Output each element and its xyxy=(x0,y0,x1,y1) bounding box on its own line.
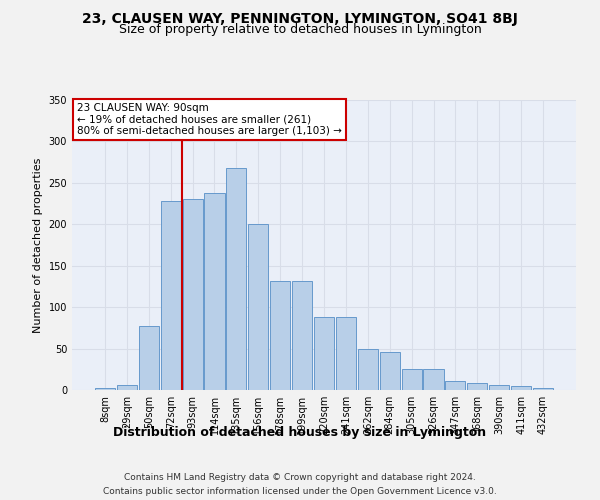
Bar xyxy=(248,224,268,390)
Text: Contains public sector information licensed under the Open Government Licence v3: Contains public sector information licen… xyxy=(103,486,497,496)
Bar xyxy=(139,326,159,390)
Bar xyxy=(424,370,443,390)
Bar xyxy=(161,201,181,390)
Bar xyxy=(445,381,466,390)
Bar xyxy=(117,385,137,390)
Text: Distribution of detached houses by size in Lymington: Distribution of detached houses by size … xyxy=(113,426,487,439)
Bar xyxy=(467,384,487,390)
Bar xyxy=(358,348,378,390)
Text: 23, CLAUSEN WAY, PENNINGTON, LYMINGTON, SO41 8BJ: 23, CLAUSEN WAY, PENNINGTON, LYMINGTON, … xyxy=(82,12,518,26)
Bar xyxy=(226,168,247,390)
Bar xyxy=(270,282,290,390)
Bar xyxy=(182,200,203,390)
Bar xyxy=(314,317,334,390)
Text: Contains HM Land Registry data © Crown copyright and database right 2024.: Contains HM Land Registry data © Crown c… xyxy=(124,473,476,482)
Text: 23 CLAUSEN WAY: 90sqm
← 19% of detached houses are smaller (261)
80% of semi-det: 23 CLAUSEN WAY: 90sqm ← 19% of detached … xyxy=(77,103,342,136)
Y-axis label: Number of detached properties: Number of detached properties xyxy=(33,158,43,332)
Bar xyxy=(401,370,422,390)
Bar xyxy=(292,282,312,390)
Text: Size of property relative to detached houses in Lymington: Size of property relative to detached ho… xyxy=(119,22,481,36)
Bar xyxy=(95,388,115,390)
Bar xyxy=(336,317,356,390)
Bar xyxy=(380,352,400,390)
Bar xyxy=(489,385,509,390)
Bar xyxy=(205,193,224,390)
Bar xyxy=(511,386,531,390)
Bar xyxy=(533,388,553,390)
